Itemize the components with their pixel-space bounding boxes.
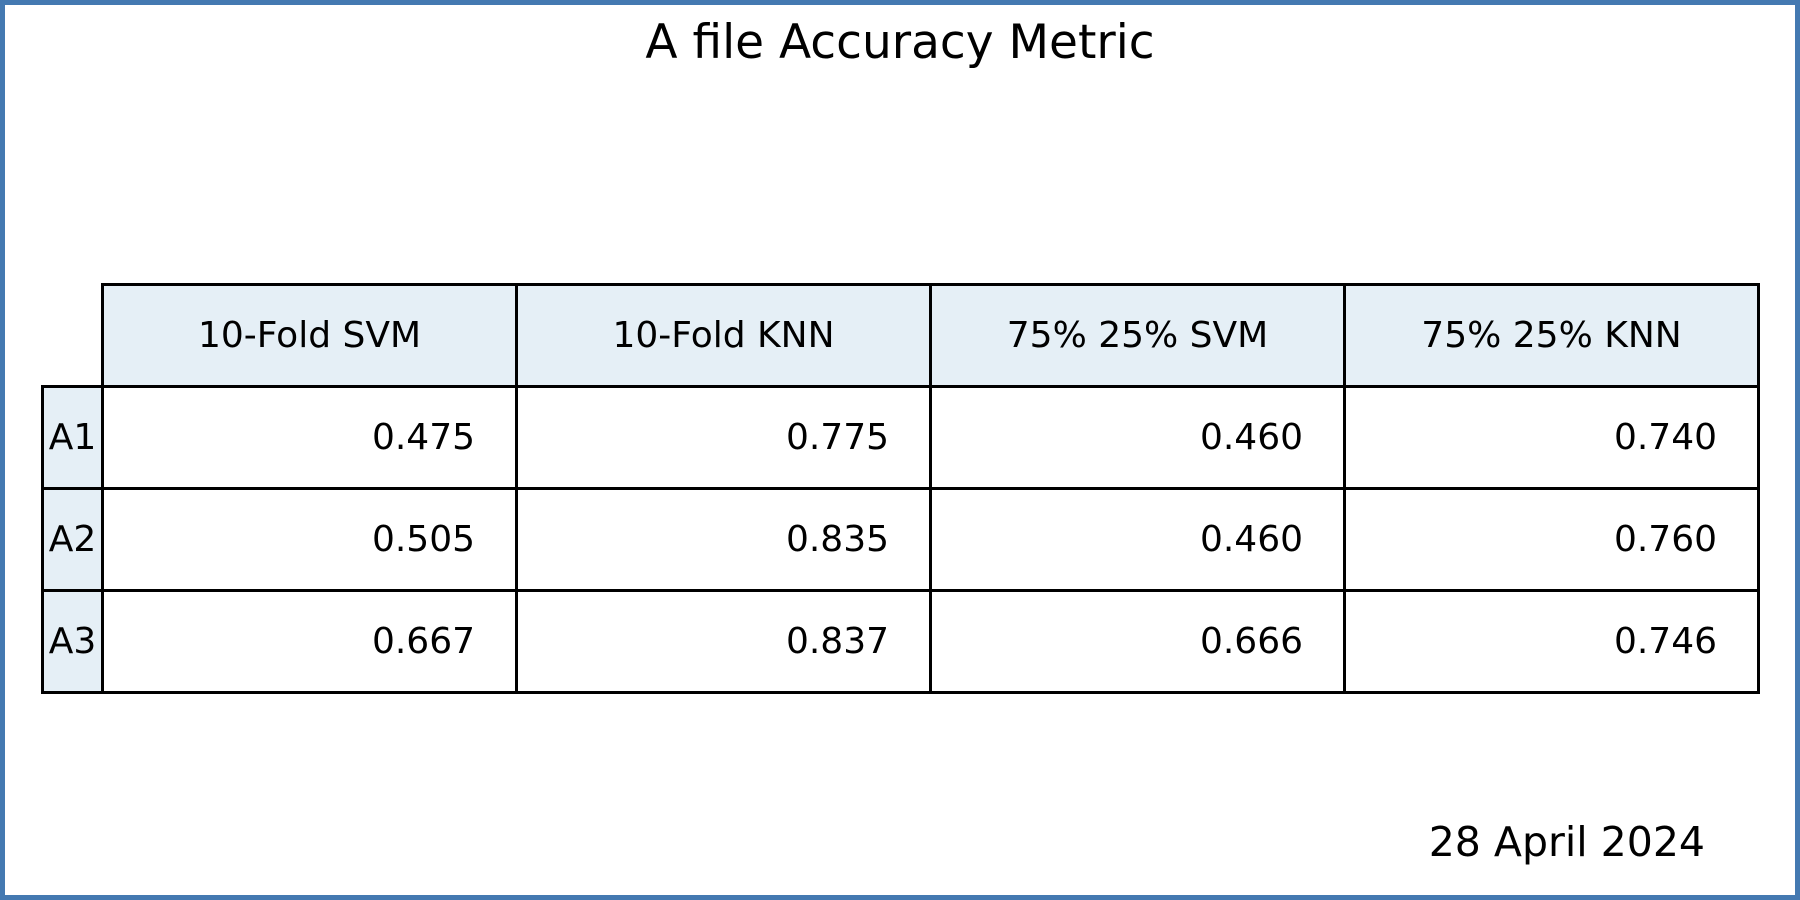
table-header-row: 10-Fold SVM 10-Fold KNN 75% 25% SVM 75% … [43, 283, 1760, 388]
table-cell: 0.837 [515, 589, 932, 694]
table-cell: 0.460 [929, 385, 1346, 490]
column-header-75-25-svm: 75% 25% SVM [929, 283, 1346, 388]
table-row: A3 0.667 0.837 0.666 0.746 [41, 589, 1760, 694]
table-cell: 0.835 [515, 487, 932, 592]
table-row: A1 0.475 0.775 0.460 0.740 [41, 385, 1760, 490]
accuracy-table: 10-Fold SVM 10-Fold KNN 75% 25% SVM 75% … [41, 283, 1760, 694]
table-cell: 0.740 [1343, 385, 1760, 490]
table-cell: 0.667 [101, 589, 518, 694]
table-cell: 0.475 [101, 385, 518, 490]
page-title: A file Accuracy Metric [645, 15, 1155, 70]
date-label: 28 April 2024 [1428, 818, 1705, 866]
row-header-a2: A2 [41, 487, 104, 592]
table-cell: 0.505 [101, 487, 518, 592]
table-cell: 0.460 [929, 487, 1346, 592]
table-cell: 0.760 [1343, 487, 1760, 592]
table-cell: 0.746 [1343, 589, 1760, 694]
table-corner [43, 285, 103, 387]
row-header-a1: A1 [41, 385, 104, 490]
column-header-10-fold-knn: 10-Fold KNN [515, 283, 932, 388]
column-header-10-fold-svm: 10-Fold SVM [101, 283, 518, 388]
table-row: A2 0.505 0.835 0.460 0.760 [41, 487, 1760, 592]
column-header-75-25-knn: 75% 25% KNN [1343, 283, 1760, 388]
table-cell: 0.775 [515, 385, 932, 490]
row-header-a3: A3 [41, 589, 104, 694]
table-cell: 0.666 [929, 589, 1346, 694]
